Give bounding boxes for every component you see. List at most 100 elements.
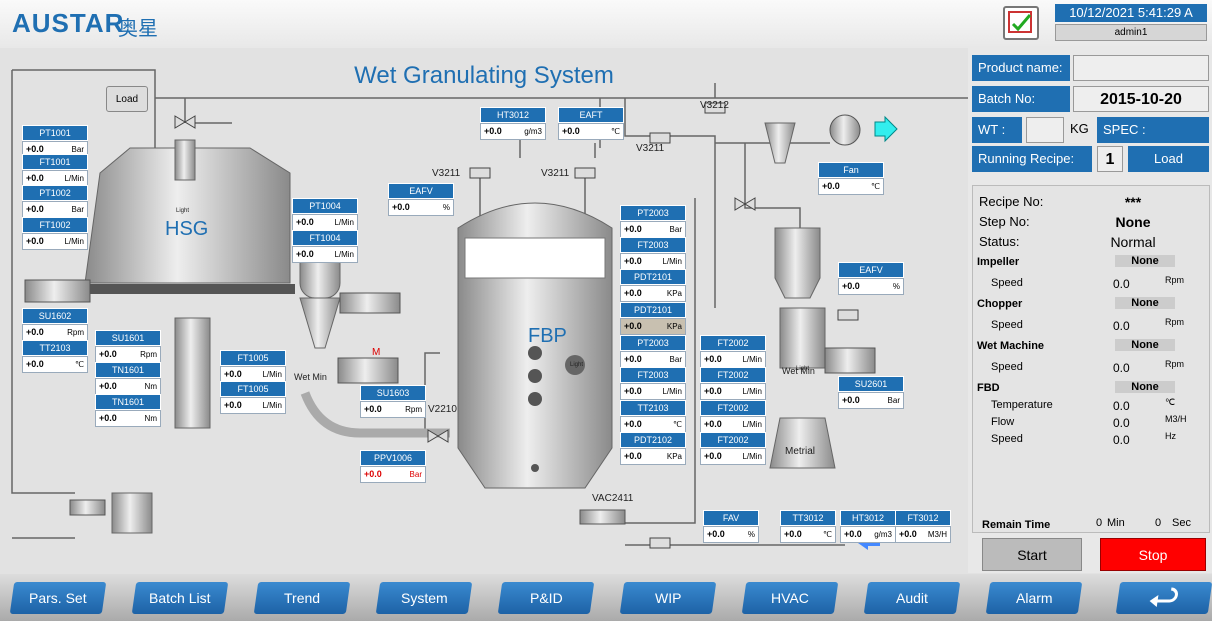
instrument-reading: +0.0℃ [620,416,686,433]
instrument-value: +0.0 [224,367,242,382]
instrument-reading: +0.0Rpm [360,401,426,418]
start-button[interactable]: Start [982,538,1082,571]
datetime: 10/12/2021 5:41:29 A [1055,4,1207,22]
instrument-value: +0.0 [842,279,860,294]
instrument: EAFT+0.0℃ [558,107,624,140]
diagram-label: V2210 [428,404,457,415]
row-unit: M3/H [1165,414,1187,424]
row-label: Speed [991,361,1023,373]
instrument-unit: % [893,279,900,294]
diagram-label: FBP [528,325,567,348]
instrument: TT2103+0.0℃ [22,340,88,373]
recipe-load-button[interactable]: Load [1128,146,1209,172]
instrument-unit: KPa [667,319,682,334]
row-value: 0.0 [1113,319,1130,333]
instrument: TN1601+0.0Nm [95,362,161,395]
nav-button[interactable]: WIP [620,582,716,614]
instrument-unit: Bar [670,222,682,237]
nav-button[interactable]: Alarm [986,582,1082,614]
instrument-unit: Bar [888,393,900,408]
instrument-tag: SU2601 [838,376,904,392]
instrument-value: +0.0 [26,234,44,249]
instrument-tag: FAV [703,510,759,526]
instrument-reading: +0.0 KPa [620,448,686,465]
report-icon[interactable] [1003,6,1039,40]
instrument-unit: ℃ [611,124,620,139]
instrument-unit: M3/H [928,527,947,542]
nav-button[interactable]: Audit [864,582,960,614]
instrument: TT2103+0.0℃ [620,400,686,433]
wt-label: WT : [972,117,1022,143]
nav-button[interactable]: Trend [254,582,350,614]
instrument: TT3012+0.0℃ [780,510,836,543]
row-label: Temperature [991,399,1053,411]
instrument-reading: +0.0M3/H [895,526,951,543]
instrument-value: +0.0 [624,286,642,301]
wt-input[interactable] [1026,117,1064,143]
product-name-label: Product name: [972,55,1070,81]
nav-label: Audit [896,582,928,614]
instrument-unit: KPa [667,449,682,464]
group-state: None [1115,255,1175,267]
instrument-tag: FT1005 [220,381,286,397]
instrument-tag: HT3012 [480,107,546,123]
instrument-value: +0.0 [704,384,722,399]
instrument-unit: Bar [670,352,682,367]
instrument-reading: +0.0% [388,199,454,216]
stop-button[interactable]: Stop [1100,538,1206,571]
nav-label: Alarm [1016,582,1053,614]
instrument: FT1004+0.0L/Min [292,230,358,263]
instrument: HT3012+0.0g/m3 [840,510,896,543]
product-name-input[interactable] [1073,55,1209,81]
diagram-label: Light [176,208,189,214]
instrument-tag: FT2002 [700,400,766,416]
back-icon [1142,583,1186,613]
instrument-value: +0.0 [99,347,117,362]
instrument-value: +0.0 [624,449,642,464]
instrument-tag: TT2103 [620,400,686,416]
instrument: EAFV+0.0% [388,183,454,216]
min-value: 0 [1096,517,1102,529]
instrument-value: +0.0 [704,449,722,464]
instrument-value: +0.0 [624,352,642,367]
nav-label: System [401,582,448,614]
recipe-value: 1 [1097,146,1123,172]
instrument: FAV+0.0% [703,510,759,543]
diagram-label: Wet Min [294,372,327,382]
instrument-tag: EAFV [838,262,904,278]
instrument-tag: PT1002 [22,185,88,201]
group-name: Impeller [977,256,1019,268]
instrument-unit: Bar [410,467,422,482]
nav-button[interactable]: Batch List [132,582,228,614]
nav-button[interactable]: HVAC [742,582,838,614]
nav-button[interactable]: System [376,582,472,614]
status-value: None [1093,214,1173,230]
nav-button[interactable]: P&ID [498,582,594,614]
back-button[interactable] [1116,582,1212,614]
instrument: PPV1006+0.0Bar [360,450,426,483]
load-button[interactable]: Load [106,86,148,112]
nav-label: Pars. Set [29,582,87,614]
instrument: PT1002+0.0Bar [22,185,88,218]
instrument-value: +0.0 [484,124,502,139]
instrument-value: +0.0 [296,247,314,262]
diagram-label: V3211 [636,143,664,154]
nav-label: Trend [284,582,320,614]
remain-time-label: Remain Time [982,519,1050,531]
nav-button[interactable]: Pars. Set [10,582,106,614]
instrument-unit: % [443,200,450,215]
instrument-reading: +0.0 Bar [620,351,686,368]
instrument-unit: % [748,527,755,542]
instrument-tag: FT1005 [220,350,286,366]
instrument-value: +0.0 [392,200,410,215]
sec-unit: Sec [1172,517,1191,529]
min-unit: Min [1107,517,1125,529]
instrument-tag: PPV1006 [360,450,426,466]
logo-cn: 奥星 [118,12,158,41]
